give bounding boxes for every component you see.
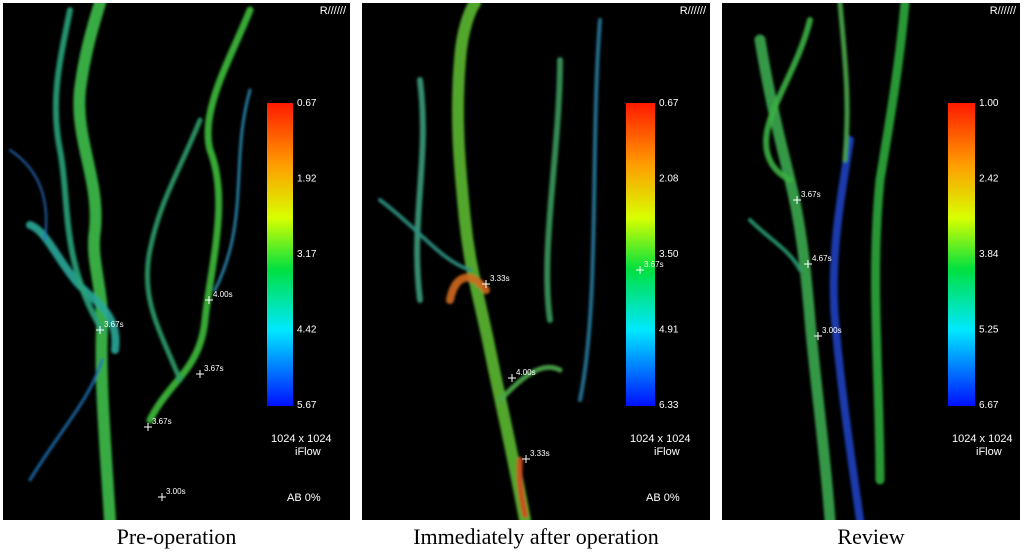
colorbar-label: 3.84 — [979, 249, 999, 260]
vessel — [754, 34, 836, 520]
marker-cross — [814, 332, 822, 340]
marker-cross — [804, 260, 812, 268]
vessel — [497, 364, 563, 403]
vessel — [144, 117, 203, 383]
marker-label: 4.67s — [812, 254, 832, 263]
matrix-label: 1024 x 1024 — [271, 433, 332, 445]
vessel — [26, 221, 120, 354]
vessel — [213, 88, 252, 292]
colorbar-label: 1.92 — [297, 174, 317, 185]
colorbar-label: 6.33 — [659, 400, 679, 411]
colorbar — [948, 103, 975, 406]
marker-cross — [522, 455, 530, 463]
marker-label: 3.67s — [204, 364, 224, 373]
marker-label: 3.00s — [166, 487, 186, 496]
panel-caption: Pre-operation — [117, 524, 237, 549]
vessel — [837, 3, 850, 163]
colorbar-label: 1.00 — [979, 98, 999, 109]
orientation-label: R////// — [680, 5, 707, 17]
vessel — [9, 149, 48, 241]
orientation-label: R////// — [990, 5, 1017, 17]
marker-cross — [96, 326, 104, 334]
orientation-label: R////// — [320, 5, 347, 17]
mode-label: iFlow — [295, 446, 321, 458]
marker-label: 3.67s — [801, 190, 821, 199]
vessels — [9, 3, 254, 520]
mode-label: iFlow — [976, 446, 1002, 458]
marker-cross — [158, 493, 166, 501]
marker-label: 3.67s — [104, 320, 124, 329]
mode-label: iFlow — [654, 446, 680, 458]
vessels — [378, 3, 602, 520]
marker-cross — [482, 280, 490, 288]
vessel — [451, 3, 531, 520]
colorbar-label: 2.08 — [659, 174, 679, 185]
vessel — [446, 273, 490, 304]
colorbar-label: 2.42 — [979, 174, 999, 185]
marker-cross — [508, 374, 516, 382]
marker-label: 4.00s — [516, 368, 536, 377]
colorbar-label: 5.67 — [297, 400, 317, 411]
image-panel: R////// 1.00 2.42 3.84 5.25 6.67 1024 x 1024iF… — [722, 3, 1020, 520]
vessel — [28, 358, 104, 482]
colorbar-label: 4.42 — [297, 325, 317, 336]
vessel — [829, 136, 864, 520]
colorbar-label: 0.67 — [297, 98, 317, 109]
marker-label: 3.67s — [644, 260, 664, 269]
colorbar-label: 0.67 — [659, 98, 679, 109]
marker-label: 3.67s — [152, 417, 172, 426]
marker-cross — [144, 423, 152, 431]
marker-cross — [196, 370, 204, 378]
ab-label: AB 0% — [287, 492, 321, 504]
vessel — [73, 3, 116, 520]
vessel — [378, 198, 472, 272]
marker-label: 3.00s — [822, 326, 842, 335]
vessel — [544, 57, 563, 323]
colorbar-label: 3.17 — [297, 249, 317, 260]
vessel — [763, 17, 813, 183]
vessels — [748, 3, 910, 520]
matrix-label: 1024 x 1024 — [952, 433, 1013, 445]
ab-label: AB 0% — [646, 492, 680, 504]
panel-caption: Review — [837, 524, 904, 549]
marker-label: 4.00s — [213, 290, 233, 299]
marker-label: 3.33s — [530, 449, 550, 458]
marker-cross — [205, 296, 213, 304]
colorbar-label: 5.25 — [979, 325, 999, 336]
vessel — [748, 218, 802, 272]
colorbar-label: 3.50 — [659, 249, 679, 260]
image-panel: R////// 0.67 2.08 3.50 4.91 6.33 1024 x 1024iF… — [362, 3, 710, 520]
panel-caption: Immediately after operation — [413, 524, 659, 549]
colorbar-label: 4.91 — [659, 325, 679, 336]
colorbar — [626, 103, 655, 406]
vessel — [52, 7, 105, 333]
vessel — [414, 77, 426, 303]
marker-cross — [793, 196, 801, 204]
colorbar-label: 6.67 — [979, 400, 999, 411]
marker-cross — [636, 266, 644, 274]
marker-label: 3.33s — [490, 274, 510, 283]
matrix-label: 1024 x 1024 — [630, 433, 691, 445]
vessel — [578, 18, 602, 402]
colorbar — [267, 103, 293, 406]
vessel — [146, 6, 254, 424]
vessel — [871, 3, 910, 485]
image-panel: R////// 0.67 1.92 3.17 4.42 5.67 1024 x 1024iF… — [3, 3, 350, 520]
vessel — [516, 457, 528, 518]
